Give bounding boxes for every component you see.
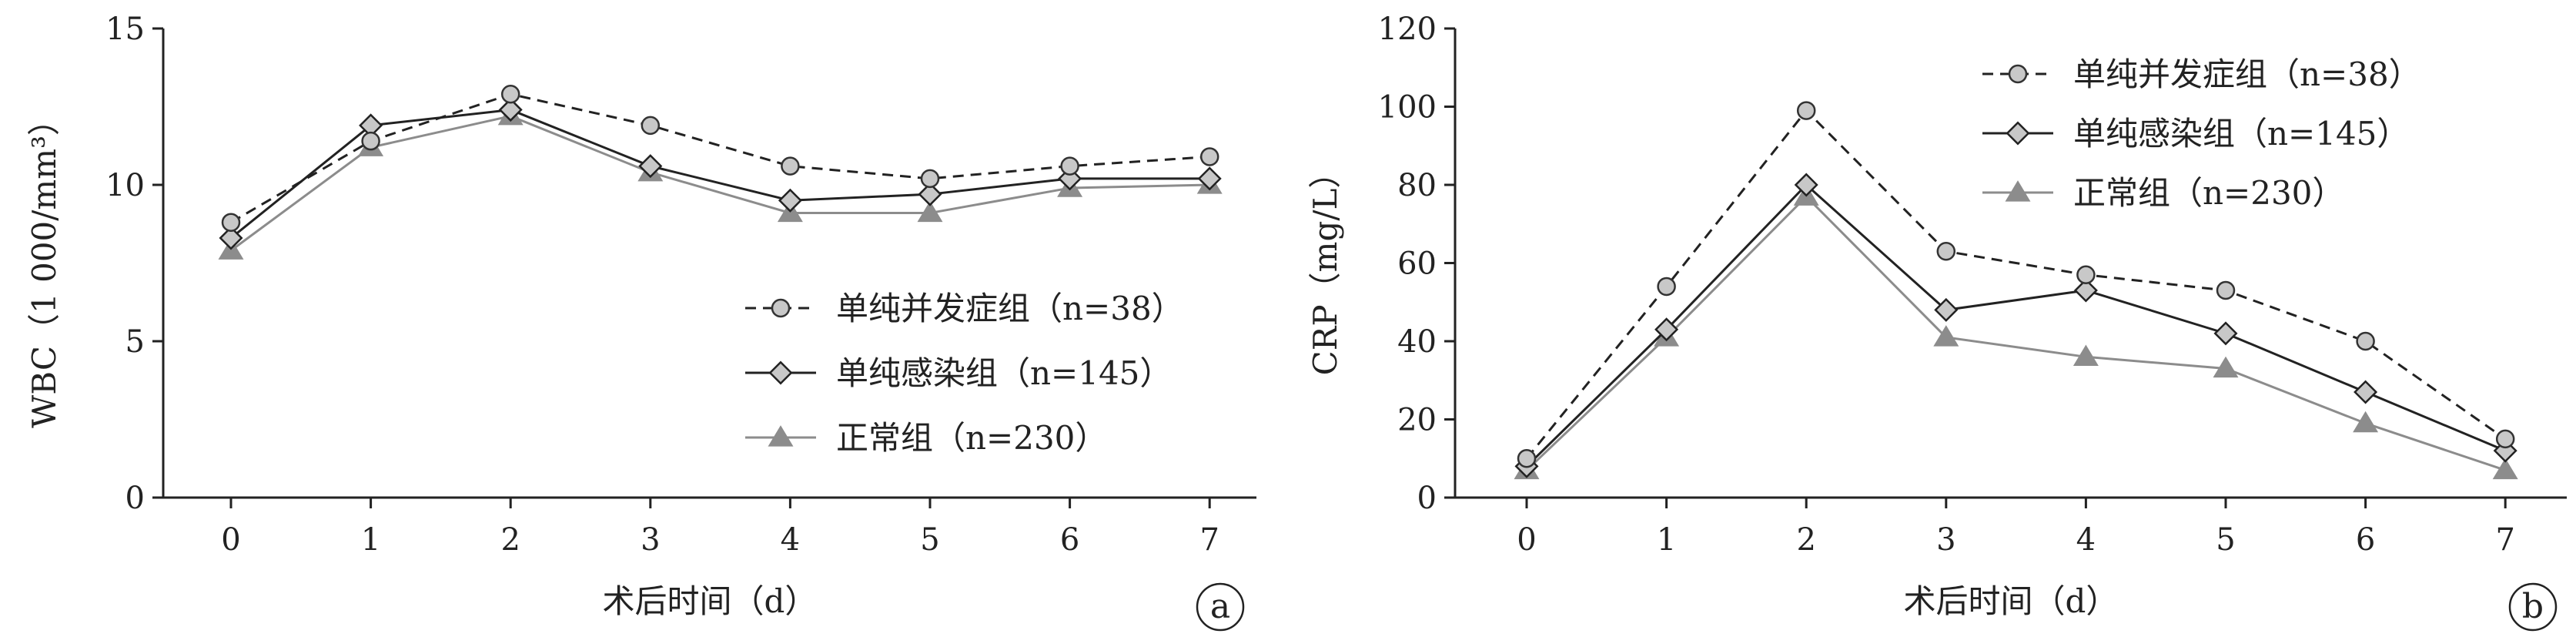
data-point-circle <box>1060 156 1079 176</box>
y-axis-label: CRP（mg/L） <box>1306 156 1344 376</box>
y-tick-label: 60 <box>1397 246 1437 282</box>
data-point-circle <box>1517 449 1537 468</box>
legend-marker-diamond <box>768 360 793 385</box>
data-point-diamond <box>1654 317 1679 342</box>
data-point-circle <box>2076 265 2096 284</box>
x-tick-label: 3 <box>1936 522 1955 558</box>
data-point-circle <box>1199 147 1219 166</box>
x-tick-label: 2 <box>500 522 520 558</box>
series-line-0 <box>230 92 1210 224</box>
data-point-diamond <box>1794 173 1818 197</box>
data-point-diamond <box>638 154 663 179</box>
data-point-circle <box>1657 277 1676 297</box>
data-point-diamond <box>2354 380 2378 404</box>
y-tick-label: 0 <box>125 481 145 516</box>
panel-letter-circle <box>1196 582 1245 632</box>
data-point-circle <box>2495 429 2515 449</box>
legend-marker-circle <box>2008 64 2028 84</box>
data-point-circle <box>641 116 661 136</box>
data-point-triangle <box>917 200 943 223</box>
y-tick-label: 10 <box>105 168 145 203</box>
panel-letter: b <box>2522 587 2544 626</box>
x-axis-label: 术后时间（d） <box>1904 582 2119 620</box>
legend-entry-label: 单纯感染组（n=145） <box>2073 115 2409 153</box>
data-point-circle <box>2216 280 2236 300</box>
data-point-diamond <box>2213 321 2238 346</box>
legend-entry-label: 单纯感染组（n=145） <box>836 354 1172 392</box>
data-point-circle <box>361 131 380 151</box>
data-point-circle <box>781 156 800 176</box>
x-tick-label: 6 <box>2356 522 2375 558</box>
legend-marker-diamond <box>2006 121 2030 146</box>
data-point-diamond <box>2073 278 2098 303</box>
legend-entry-label: 单纯并发症组（n=38） <box>2073 55 2421 93</box>
x-tick-label: 2 <box>1796 522 1815 558</box>
y-tick-label: 15 <box>105 12 145 47</box>
data-point-triangle <box>2492 458 2518 480</box>
x-tick-label: 5 <box>920 522 939 558</box>
legend-entry-label: 正常组（n=230） <box>2073 174 2344 212</box>
data-point-circle <box>920 169 940 189</box>
series-line-0 <box>1525 109 2507 460</box>
x-tick-label: 3 <box>641 522 660 558</box>
legend-entry-label: 正常组（n=230） <box>836 419 1107 457</box>
panel-letter-circle <box>2508 582 2558 632</box>
y-tick-label: 40 <box>1397 324 1437 360</box>
y-tick-label: 120 <box>1378 12 1437 47</box>
data-point-circle <box>2356 331 2375 351</box>
y-tick-label: 20 <box>1397 403 1437 438</box>
data-point-circle <box>1796 101 1816 120</box>
legend-marker-triangle <box>2005 180 2031 202</box>
data-point-triangle <box>2213 356 2239 378</box>
data-point-diamond <box>1934 297 1959 322</box>
y-tick-label: 80 <box>1397 168 1437 203</box>
data-point-diamond <box>498 98 523 122</box>
data-point-diamond <box>219 226 243 250</box>
x-tick-label: 5 <box>2216 522 2235 558</box>
data-point-diamond <box>778 188 802 213</box>
data-point-circle <box>1936 242 1956 261</box>
x-tick-label: 0 <box>1517 522 1536 558</box>
chart-panel-b: 0 20 40 60 80 100 120 0 1 2 3 4 5 6 7 术后时间（d） CRP（mg/L） 单… <box>1306 12 2567 632</box>
y-tick-label: 0 <box>1417 481 1437 516</box>
legend-marker-triangle <box>768 425 794 447</box>
panel-letter: a <box>1210 587 1230 626</box>
series-line-1 <box>230 109 1210 240</box>
data-point-triangle <box>1933 325 1959 347</box>
data-point-circle <box>221 213 241 232</box>
data-point-triangle <box>2073 344 2099 366</box>
series-line-1 <box>1525 183 2506 468</box>
series-line-2 <box>1525 195 2506 471</box>
x-tick-label: 4 <box>781 522 800 558</box>
chart-panel-a: 0 5 10 15 0 1 2 3 4 5 6 7 术后时间（d） WBC（1 000/mm³） 单纯并发症… <box>25 12 1256 632</box>
x-tick-label: 7 <box>2495 522 2514 558</box>
legend-marker-circle <box>771 298 791 318</box>
y-tick-label: 5 <box>125 324 145 360</box>
x-axis-label: 术后时间（d） <box>603 582 818 620</box>
data-point-diamond <box>1197 166 1222 191</box>
y-tick-label: 100 <box>1378 90 1437 126</box>
x-tick-label: 0 <box>221 522 240 558</box>
legend-entry-label: 单纯并发症组（n=38） <box>836 290 1184 327</box>
data-point-diamond <box>918 182 942 206</box>
x-tick-label: 6 <box>1060 522 1079 558</box>
x-tick-label: 4 <box>2076 522 2096 558</box>
x-tick-label: 1 <box>1657 522 1676 558</box>
x-tick-label: 7 <box>1199 522 1219 558</box>
x-tick-label: 1 <box>361 522 380 558</box>
data-point-triangle <box>2353 411 2379 433</box>
data-point-circle <box>500 85 520 104</box>
y-axis-label: WBC（1 000/mm³） <box>25 103 63 428</box>
series-line-2 <box>230 115 1210 252</box>
